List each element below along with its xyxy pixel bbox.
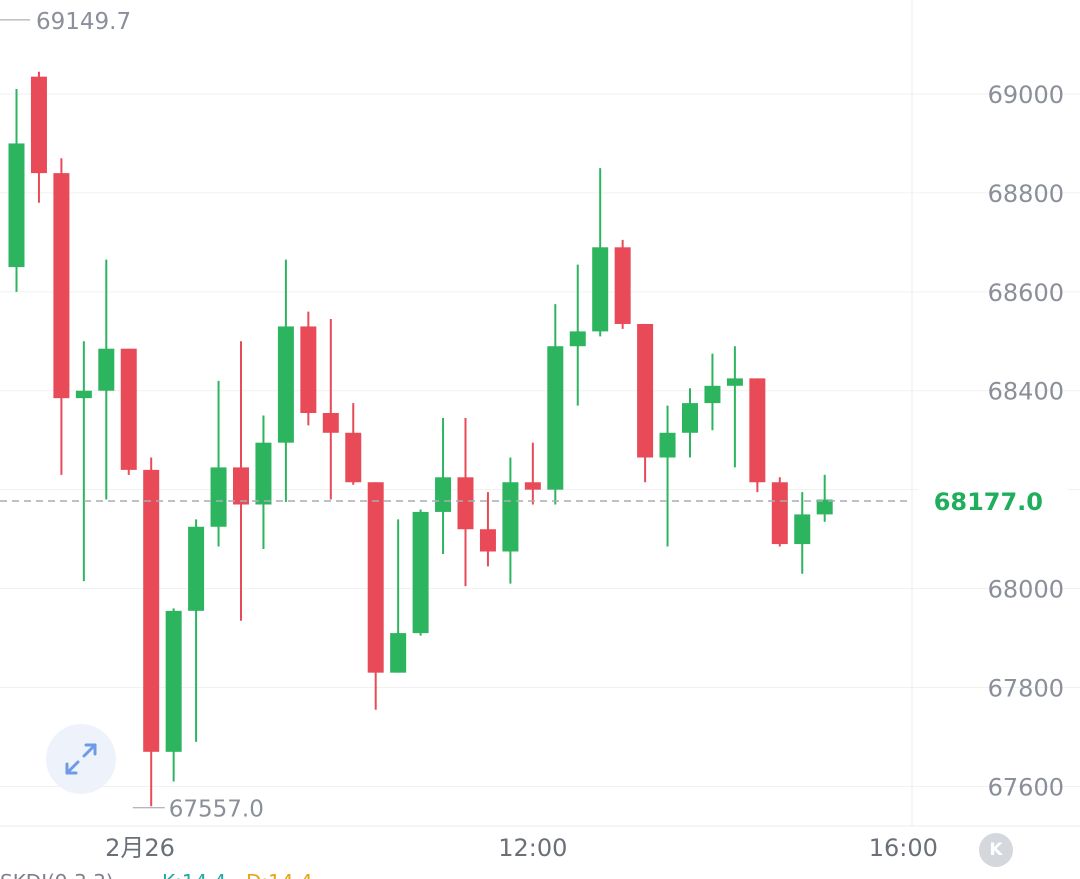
k-chart-button[interactable]: K [979, 833, 1013, 867]
expand-button[interactable] [46, 724, 116, 794]
candle-body [502, 482, 519, 552]
candle-body [345, 432, 362, 483]
candle[interactable] [322, 319, 339, 500]
candle[interactable] [547, 304, 564, 505]
candle[interactable] [816, 474, 833, 522]
candle-body [165, 610, 182, 752]
candle[interactable] [255, 415, 272, 550]
candle-body [98, 348, 115, 391]
candle[interactable] [300, 311, 317, 426]
candle-body [614, 247, 631, 324]
candle[interactable] [794, 492, 811, 574]
candle-body [794, 514, 811, 545]
indicator-k-value: K:14.4 [162, 870, 226, 879]
candle-body [143, 469, 160, 752]
candle[interactable] [53, 158, 70, 475]
y-tick-label: 68000 [988, 576, 1064, 604]
candle-body [569, 331, 586, 347]
candle[interactable] [165, 608, 182, 782]
indicator-name: SKDJ(9,3,3) [0, 870, 114, 879]
indicator-d-value: D:14.4 [246, 870, 313, 879]
candle[interactable] [637, 323, 654, 483]
candle[interactable] [143, 457, 160, 807]
current-price-tag [918, 479, 1068, 524]
candle-body [233, 467, 249, 505]
candle[interactable] [592, 168, 609, 337]
candle[interactable] [345, 403, 362, 485]
candle-body [367, 482, 384, 673]
candle-body [412, 511, 429, 634]
candle-body [726, 378, 743, 386]
current-price-label: 68177.0 [934, 488, 1043, 516]
candle-body [322, 413, 339, 433]
candle-body [210, 467, 227, 527]
x-tick-label: 16:00 [869, 834, 938, 862]
high-price-label: 69149.7 [36, 9, 131, 35]
candle-body [277, 326, 294, 443]
candle[interactable] [524, 442, 541, 505]
candle[interactable] [659, 405, 676, 547]
candle[interactable] [367, 482, 384, 710]
candle[interactable] [704, 353, 721, 431]
candle[interactable] [30, 71, 47, 203]
candle-body [188, 526, 205, 611]
candle[interactable] [569, 264, 586, 406]
candle-body [300, 326, 317, 413]
candle[interactable] [277, 259, 294, 503]
candle-body [659, 432, 676, 458]
candle-body [682, 403, 698, 433]
candle-body [8, 143, 25, 268]
candle[interactable] [75, 341, 92, 582]
candle-body [749, 378, 766, 483]
candle-body [255, 442, 272, 505]
candle-body [30, 76, 47, 174]
candle[interactable] [726, 346, 743, 468]
candle-body [120, 348, 137, 470]
candle[interactable] [188, 519, 205, 742]
candle[interactable] [412, 509, 429, 636]
candle[interactable] [502, 457, 519, 584]
candle[interactable] [614, 239, 631, 329]
expand-arrows-icon [65, 743, 97, 775]
candle-body [75, 390, 92, 399]
candle[interactable] [210, 380, 227, 547]
candle[interactable] [479, 492, 496, 567]
candle-body [816, 499, 833, 515]
candle-body [479, 529, 496, 552]
candle[interactable] [435, 417, 452, 554]
candle[interactable] [771, 477, 788, 547]
low-price-label: 67557.0 [169, 797, 264, 823]
x-tick-label: 2月26 [105, 834, 175, 862]
y-tick-label: 67800 [988, 675, 1064, 703]
candle-body [547, 346, 564, 490]
candle[interactable] [98, 259, 115, 500]
y-tick-label: 69000 [988, 81, 1064, 109]
candle[interactable] [233, 341, 249, 621]
candle-body [435, 477, 452, 512]
candle[interactable] [749, 378, 766, 493]
candle-body [592, 247, 609, 332]
candle[interactable] [120, 348, 137, 475]
candle[interactable] [682, 388, 698, 458]
candle-body [771, 482, 788, 545]
candle-body [457, 477, 474, 530]
candle-body [53, 173, 70, 399]
y-tick-label: 68600 [988, 279, 1064, 307]
candle-body [390, 633, 407, 673]
candle[interactable] [8, 89, 25, 292]
candle-body [704, 385, 721, 404]
y-tick-label: 68400 [988, 378, 1064, 406]
y-tick-label: 68800 [988, 180, 1064, 208]
candle[interactable] [457, 417, 474, 587]
y-tick-label: 67600 [988, 773, 1064, 801]
x-tick-label: 12:00 [498, 834, 567, 862]
candle-body [524, 482, 541, 490]
candle-body [637, 323, 654, 458]
candle[interactable] [390, 519, 407, 673]
